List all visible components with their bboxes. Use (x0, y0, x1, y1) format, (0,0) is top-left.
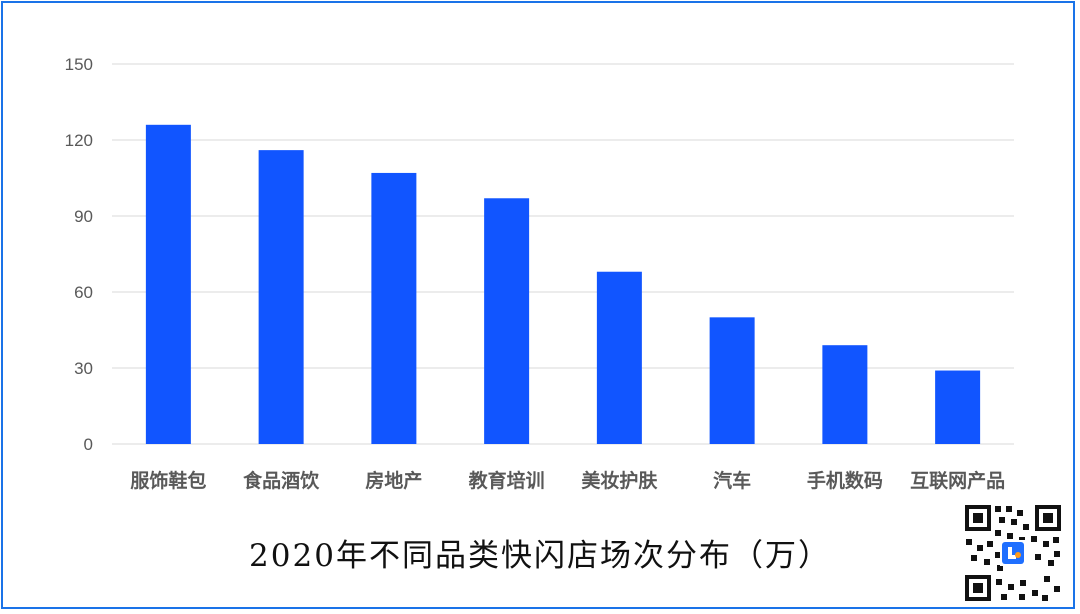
x-tick-label: 房地产 (365, 469, 422, 492)
x-tick-label: 服饰鞋包 (130, 469, 206, 492)
y-tick-label: 30 (74, 359, 93, 378)
x-tick-label: 手机数码 (807, 469, 883, 492)
chart-title: 2020年不同品类快闪店场次分布（万） (249, 538, 831, 574)
bar (145, 124, 191, 445)
bar (596, 271, 642, 444)
y-tick-label: 120 (65, 131, 93, 150)
x-tick-label: 美妆护肤 (581, 469, 658, 492)
bar (371, 172, 417, 444)
bar (822, 345, 868, 444)
bar (935, 370, 981, 444)
y-tick-label: 0 (84, 435, 93, 454)
bar (709, 317, 755, 444)
bar (484, 198, 530, 444)
bar (258, 150, 304, 444)
x-tick-label: 互联网产品 (910, 469, 1005, 492)
qr-code-icon (962, 502, 1064, 604)
x-tick-label: 教育培训 (469, 469, 545, 492)
x-tick-label: 食品酒饮 (243, 469, 320, 492)
y-tick-label: 60 (74, 283, 93, 302)
x-tick-label: 汽车 (713, 469, 751, 492)
y-tick-label: 150 (65, 55, 93, 74)
y-tick-label: 90 (74, 207, 93, 226)
